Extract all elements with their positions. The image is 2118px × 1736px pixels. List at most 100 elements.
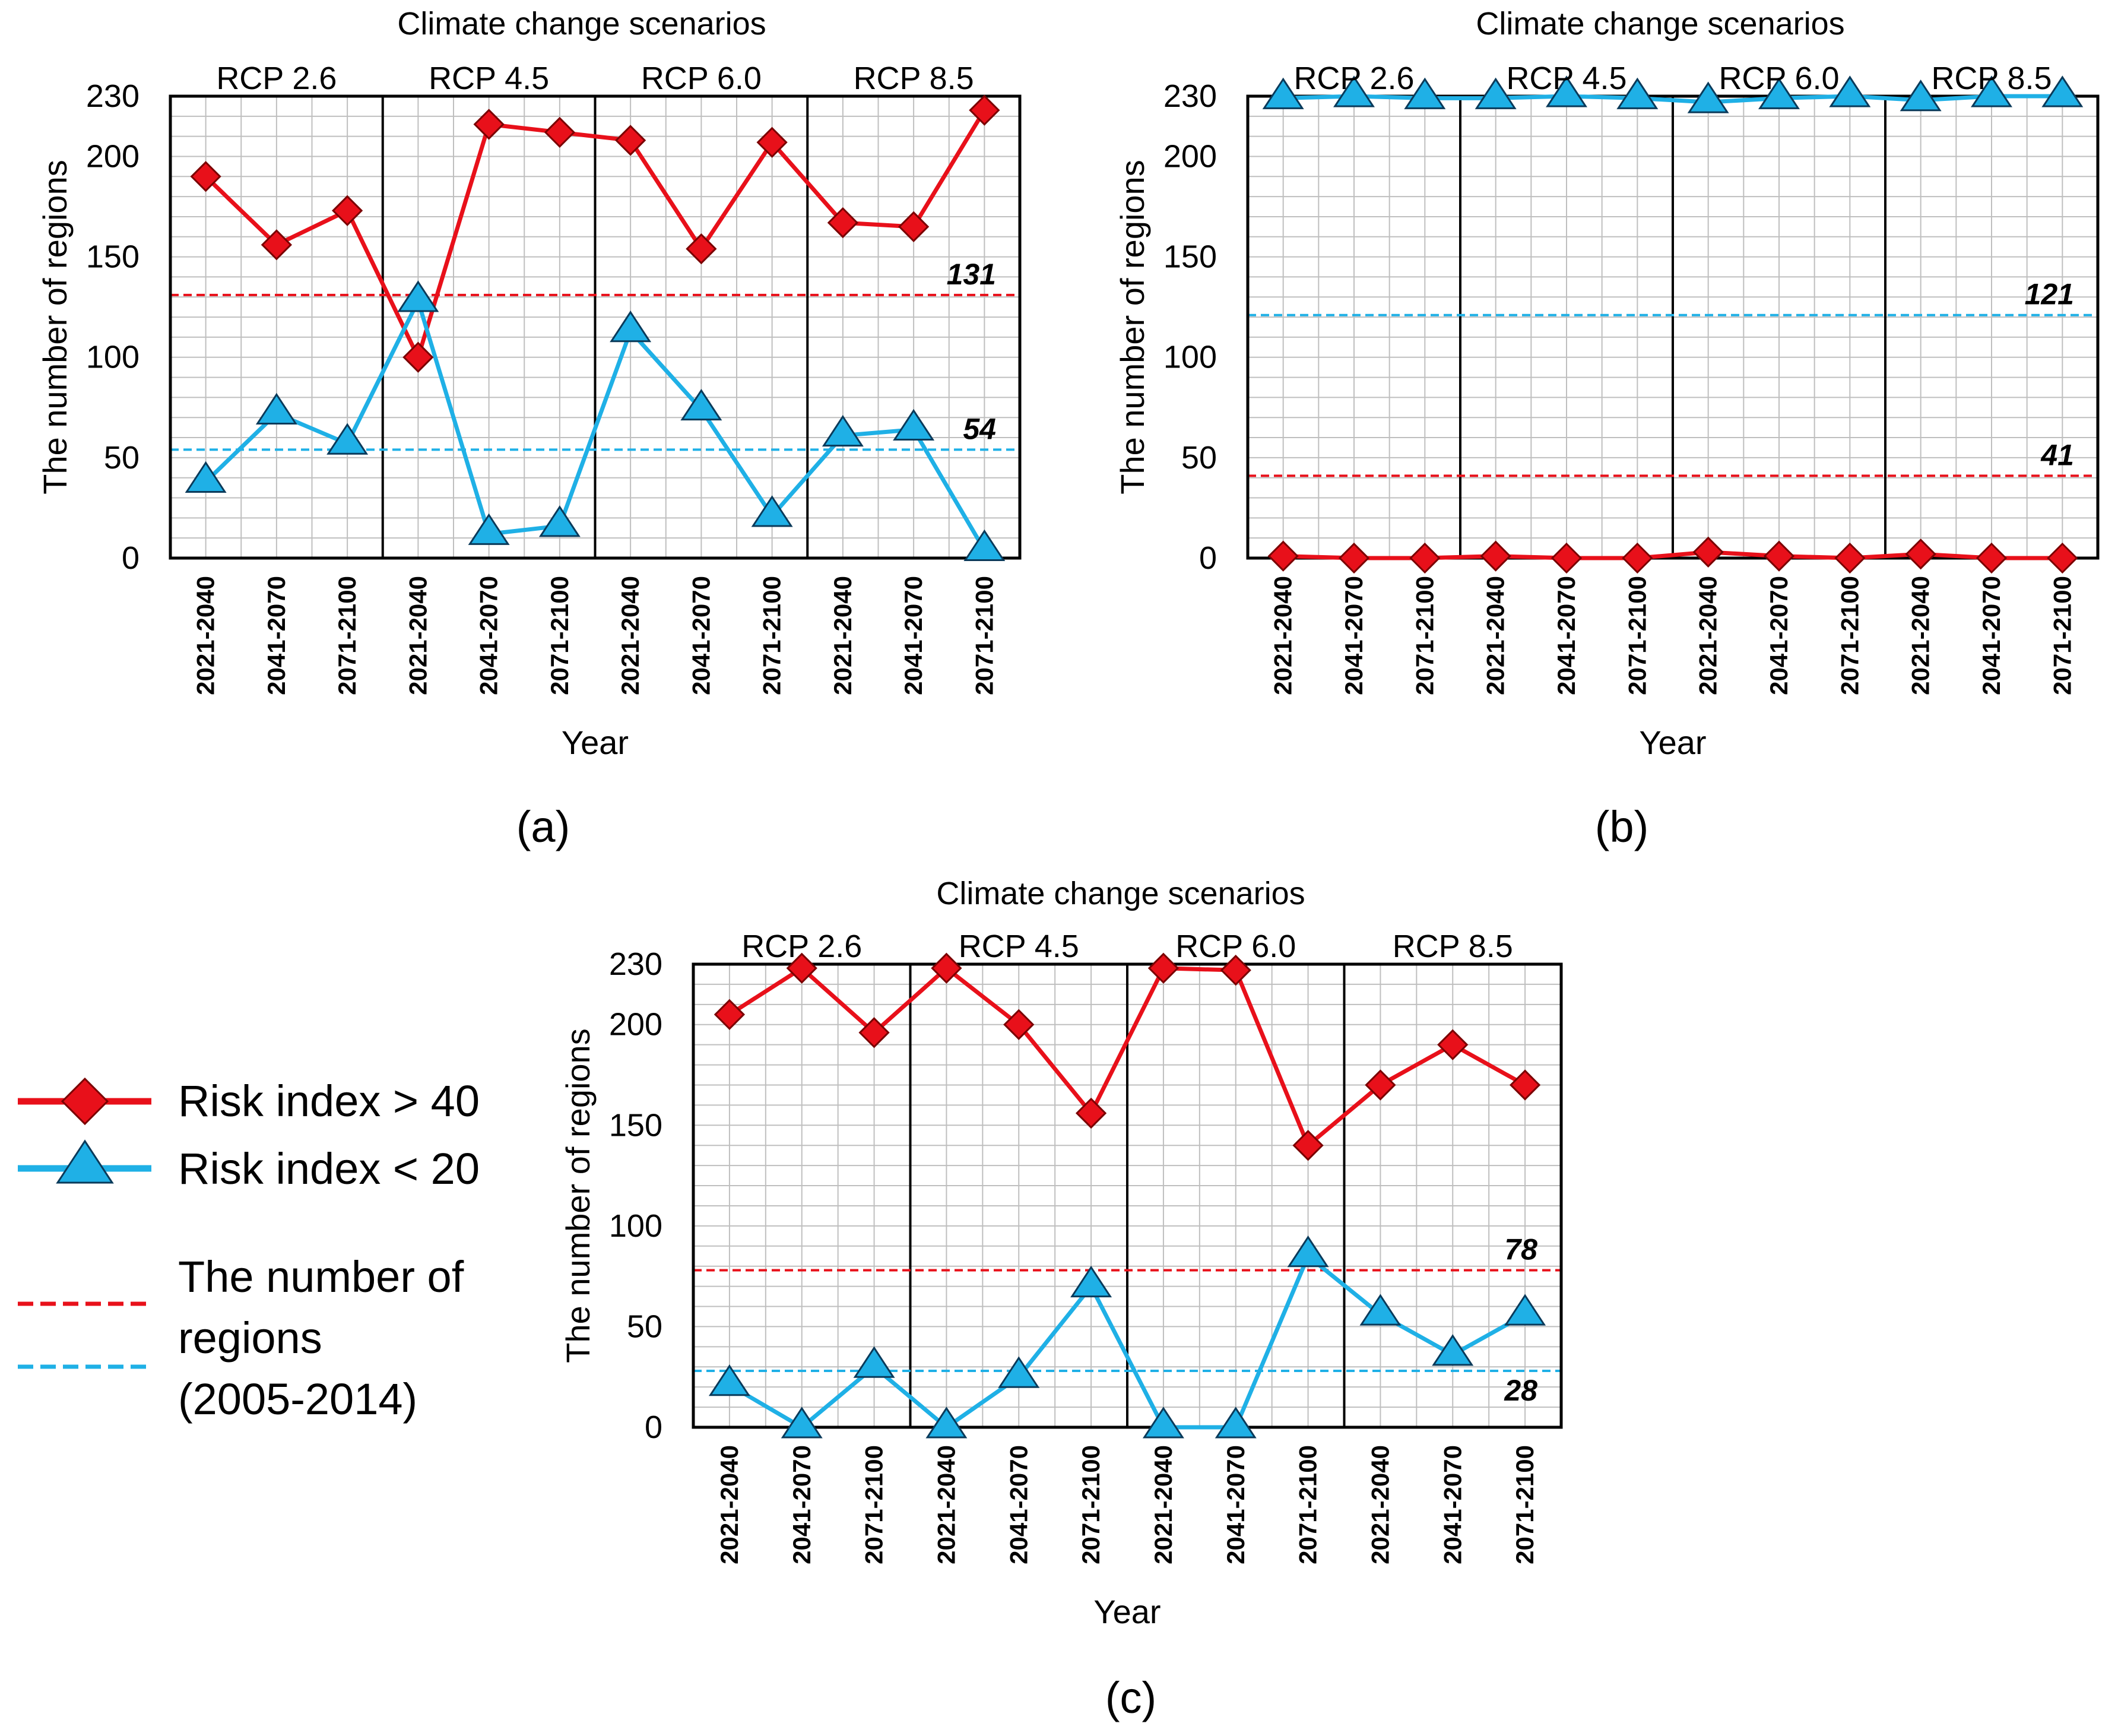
x-tick-label: 2041-2070 <box>1438 1445 1466 1564</box>
y-tick-label: 0 <box>1199 540 1217 576</box>
y-tick-label: 0 <box>645 1409 662 1445</box>
data-point-triangle <box>1900 80 1942 112</box>
data-point-diamond <box>1509 1069 1541 1101</box>
x-tick-label: 2071-2100 <box>758 576 786 695</box>
y-axis-label: The number of regions <box>1114 160 1151 494</box>
x-tick-label: 2071-2100 <box>1511 1445 1539 1564</box>
legend-label: regions <box>178 1313 322 1363</box>
data-point-diamond <box>1338 542 1370 574</box>
data-point-triangle <box>1359 1294 1402 1326</box>
reference-label: 41 <box>2040 438 2074 471</box>
data-point-diamond <box>827 207 858 239</box>
x-tick-label: 2021-2040 <box>1149 1445 1177 1564</box>
data-point-triangle <box>185 461 227 493</box>
data-point-triangle <box>255 392 297 425</box>
x-tick-label: 2021-2040 <box>1482 576 1510 695</box>
data-point-diamond <box>1147 952 1180 984</box>
plot-frame <box>692 962 1563 1429</box>
data-point-triangle <box>1287 1236 1329 1268</box>
y-axis-label: The number of regions <box>36 160 74 494</box>
data-point-diamond <box>1622 542 1653 574</box>
x-tick-label: 2071-2100 <box>2048 576 2076 695</box>
y-tick-label: 100 <box>609 1208 662 1244</box>
y-tick-label: 230 <box>1163 78 1217 114</box>
plot-frame <box>1246 94 2100 560</box>
x-tick-label: 2041-2070 <box>899 576 927 695</box>
data-point-diamond <box>1437 1029 1469 1060</box>
data-point-triangle <box>610 311 652 343</box>
x-axis-label: Year <box>562 724 629 761</box>
data-point-triangle <box>893 408 935 441</box>
scenario-label: RCP 4.5 <box>959 929 1079 964</box>
data-point-triangle <box>680 388 722 421</box>
x-tick-label: 2021-2040 <box>1366 1445 1394 1564</box>
y-tick-label: 200 <box>609 1007 662 1043</box>
x-tick-label: 2071-2100 <box>970 576 998 695</box>
data-point-diamond <box>1692 536 1724 568</box>
data-point-triangle <box>1758 77 1800 109</box>
chart-panel-1: 131 54 0 50 100 150 200 230 The number of region… <box>36 6 1022 851</box>
y-tick-label: 100 <box>86 340 139 375</box>
y-tick-label: 200 <box>86 138 139 174</box>
x-tick-label: 2071-2100 <box>1835 576 1863 695</box>
data-point-diamond <box>544 116 575 148</box>
data-point-diamond <box>1763 540 1795 572</box>
scenario-label: RCP 6.0 <box>1719 61 1839 96</box>
panel-label: (a) <box>516 802 570 851</box>
data-point-triangle <box>1475 77 1517 109</box>
data-point-triangle <box>1829 75 1871 107</box>
x-tick-label: 2041-2070 <box>262 576 290 695</box>
x-tick-label: 2041-2070 <box>687 576 715 695</box>
series-line-risk-gt-40 <box>728 966 1526 1148</box>
data-point-diamond <box>1551 542 1583 574</box>
data-point-diamond <box>261 229 292 261</box>
x-tick-label: 2041-2070 <box>475 576 503 695</box>
data-point-triangle <box>2041 75 2084 107</box>
legend-label: Risk index > 40 <box>178 1076 480 1126</box>
x-tick-label: 2041-2070 <box>1340 576 1368 695</box>
x-tick-label: 2021-2040 <box>1269 576 1297 695</box>
y-axis-label: The number of regions <box>559 1028 597 1363</box>
y-tick-label: 200 <box>1163 138 1217 174</box>
data-point-triangle <box>998 1356 1040 1388</box>
legend: Risk index > 40 Risk index < 20 The number… <box>18 1076 480 1424</box>
data-point-diamond <box>756 126 788 158</box>
legend-triangle-marker <box>56 1139 114 1184</box>
x-tick-label: 2041-2070 <box>1222 1445 1250 1564</box>
chart-title: Climate change scenarios <box>1476 6 1844 42</box>
plot-frame <box>169 94 1022 560</box>
x-tick-label: 2071-2100 <box>1077 1445 1105 1564</box>
data-point-diamond <box>1834 542 1866 574</box>
x-tick-label: 2041-2070 <box>788 1445 816 1564</box>
data-point-triangle <box>1971 75 2012 107</box>
scenario-label: RCP 6.0 <box>641 61 762 96</box>
data-point-diamond <box>858 1017 890 1048</box>
y-tick-label: 50 <box>627 1309 662 1344</box>
y-tick-label: 50 <box>104 440 139 476</box>
chart-title: Climate change scenarios <box>397 6 766 42</box>
x-axis-label: Year <box>1639 724 1706 761</box>
data-point-diamond <box>898 211 930 242</box>
scenario-label: RCP 4.5 <box>429 61 549 96</box>
x-tick-label: 2021-2040 <box>1694 576 1722 695</box>
data-point-triangle <box>468 513 510 545</box>
x-tick-label: 2071-2100 <box>860 1445 888 1564</box>
y-tick-label: 0 <box>122 540 139 576</box>
data-point-triangle <box>1404 77 1446 109</box>
data-point-diamond <box>1409 542 1441 574</box>
x-tick-label: 2021-2040 <box>715 1445 743 1564</box>
x-tick-label: 2071-2100 <box>1294 1445 1322 1564</box>
x-tick-label: 2021-2040 <box>616 576 644 695</box>
reference-label: 131 <box>947 258 996 291</box>
x-tick-label: 2021-2040 <box>404 576 432 695</box>
panel-label: (b) <box>1595 802 1648 851</box>
data-point-triangle <box>822 414 864 447</box>
data-point-triangle <box>751 495 793 527</box>
data-point-triangle <box>326 423 369 455</box>
data-point-triangle <box>963 529 1006 561</box>
x-tick-label: 2071-2100 <box>1623 576 1651 695</box>
data-point-triangle <box>397 280 439 312</box>
scenario-label: RCP 8.5 <box>1393 929 1513 964</box>
y-tick-label: 230 <box>609 946 662 982</box>
